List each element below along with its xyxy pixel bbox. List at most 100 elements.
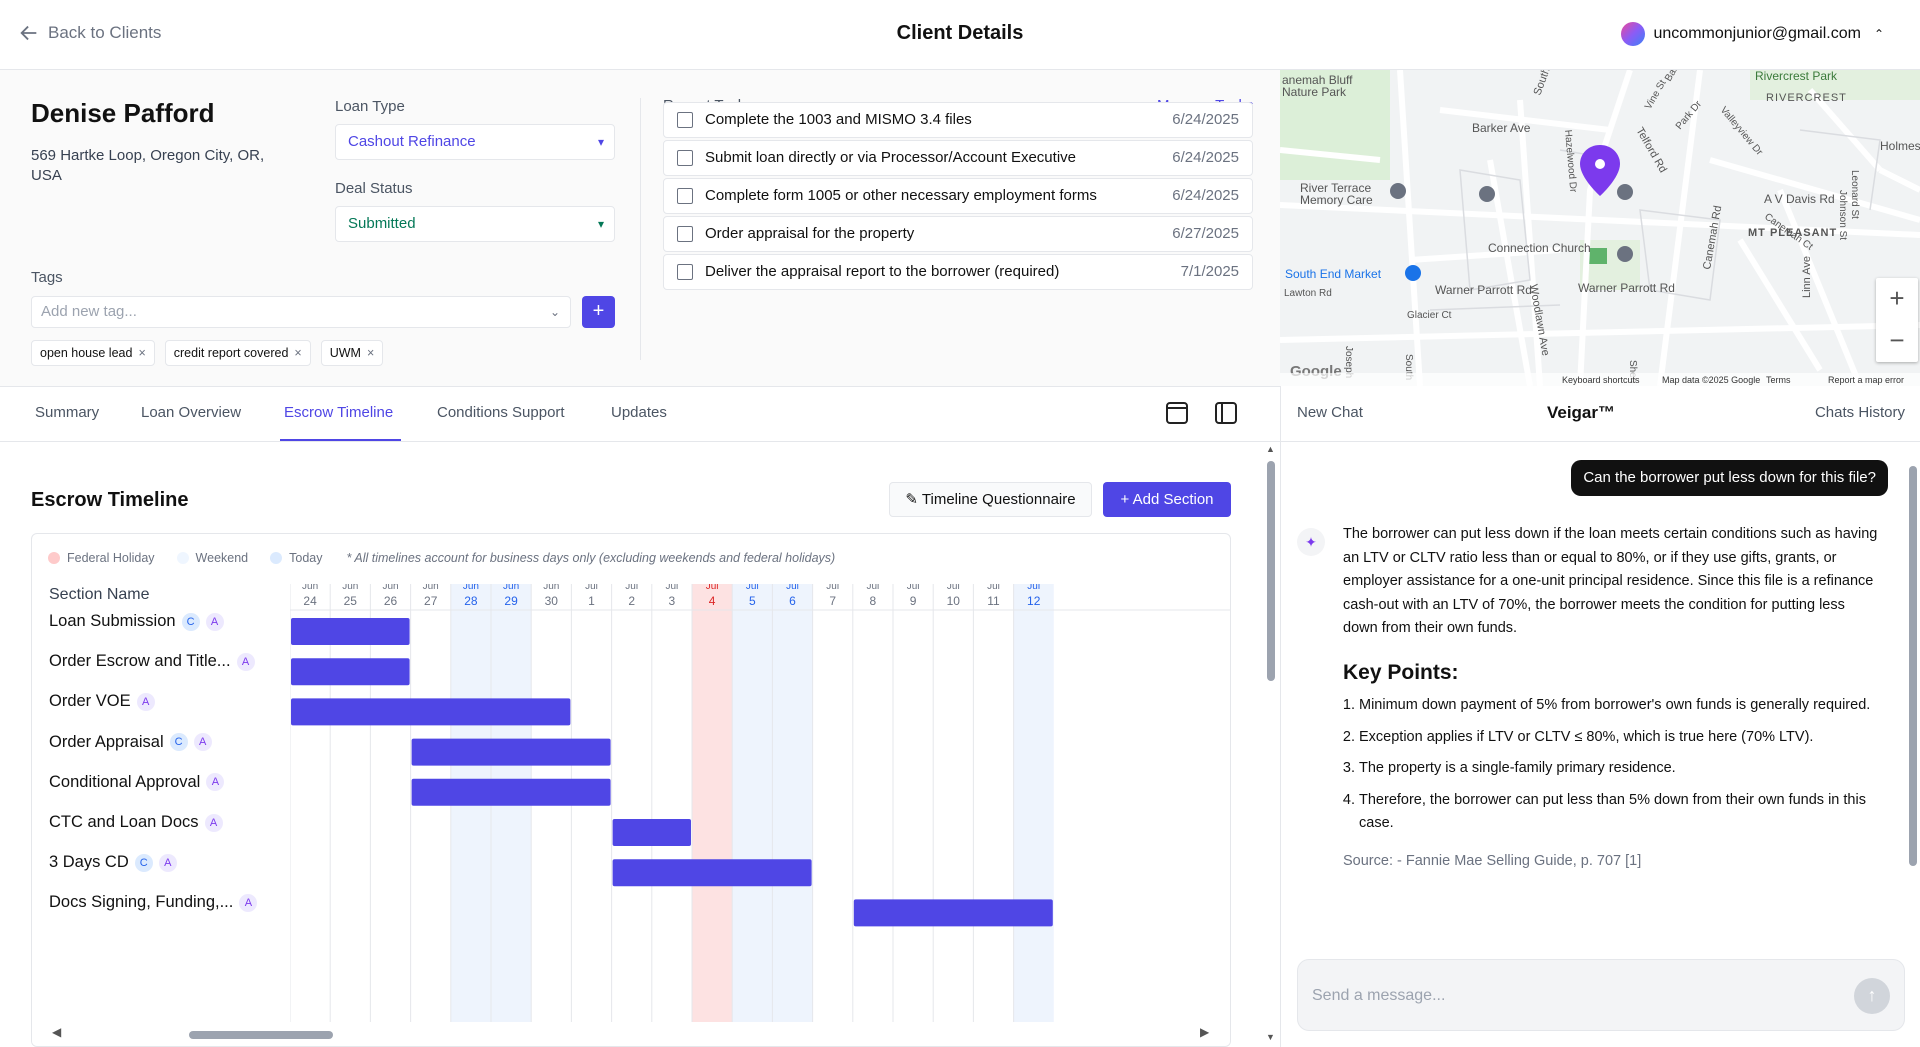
tick-month: Jun: [342, 584, 358, 592]
task-row[interactable]: Order appraisal for the property 6/27/202…: [663, 216, 1253, 252]
section-badge: A: [236, 652, 255, 671]
task-row[interactable]: Deliver the appraisal report to the borr…: [663, 254, 1253, 290]
task-checkbox[interactable]: [677, 112, 693, 128]
section-row-label[interactable]: Loan Submission C A: [49, 612, 224, 631]
map-label: Nature Park: [1282, 85, 1347, 99]
chat-scrollbar[interactable]: [1906, 456, 1920, 976]
remove-tag-icon[interactable]: ×: [294, 346, 302, 360]
task-date: 6/24/2025: [1172, 187, 1239, 204]
tick-month: Jul: [1027, 584, 1040, 592]
section-badge: A: [205, 612, 224, 631]
message-input[interactable]: [1312, 984, 1832, 1008]
gantt-bar: [411, 738, 611, 766]
tick-day: 12: [1027, 594, 1041, 608]
tab-loan-overview[interactable]: Loan Overview: [141, 404, 242, 421]
task-checkbox[interactable]: [677, 264, 693, 280]
section-badge: A: [193, 733, 212, 752]
map-label: Leonard St: [1849, 170, 1860, 219]
task-row[interactable]: Submit loan directly or via Processor/Ac…: [663, 140, 1253, 176]
scroll-thumb[interactable]: [1267, 461, 1275, 681]
task-row[interactable]: Complete form 1005 or other necessary em…: [663, 178, 1253, 214]
gantt-bar: [411, 778, 611, 806]
send-button[interactable]: ↑: [1854, 978, 1890, 1014]
vertical-scrollbar[interactable]: ▲ ▼: [1262, 444, 1280, 1047]
add-tag-button[interactable]: +: [582, 296, 615, 328]
user-menu[interactable]: uncommonjunior@gmail.com ⌃: [1620, 22, 1884, 46]
tab-updates[interactable]: Updates: [611, 404, 667, 421]
section-row-label[interactable]: Order Appraisal C A: [49, 733, 212, 752]
tab-bar: Summary Loan Overview Escrow Timeline Co…: [0, 386, 1280, 442]
map-canvas: anemah Bluff Nature Park Rivercrest Park…: [1280, 70, 1920, 386]
new-chat-button[interactable]: New Chat: [1297, 404, 1363, 421]
tag-input[interactable]: Add new tag... ⌄: [31, 296, 571, 328]
map-poi-icons: [1390, 183, 1633, 281]
tick-month: Jul: [625, 584, 638, 592]
add-section-label: Add Section: [1132, 491, 1214, 508]
tick-day: 11: [987, 594, 1000, 608]
task-checkbox[interactable]: [677, 188, 693, 204]
map-label: RIVERCREST: [1766, 92, 1847, 104]
scroll-down-icon[interactable]: ▼: [1266, 1032, 1275, 1042]
section-name-header: Section Name: [49, 586, 150, 603]
zoom-out-button[interactable]: −: [1889, 325, 1905, 355]
pencil-icon: ✎: [905, 491, 918, 508]
tick-day: 3: [669, 594, 676, 608]
tick-day: 2: [628, 594, 635, 608]
scroll-right-icon[interactable]: ▶: [1200, 1025, 1210, 1039]
task-row[interactable]: Complete the 1003 and MISMO 3.4 files 6/2…: [663, 102, 1253, 138]
section-row-label[interactable]: 3 Days CD C A: [49, 853, 177, 872]
gantt-chart: Federal Holiday Weekend Today * All time…: [31, 533, 1231, 1047]
section-row-label[interactable]: Order VOE A: [49, 692, 155, 711]
section-row-label[interactable]: Docs Signing, Funding,... A: [49, 893, 258, 912]
section-row-label[interactable]: Order Escrow and Title... A: [49, 652, 255, 671]
list-item: Exception applies if LTV or CLTV ≤ 80%, …: [1359, 726, 1883, 750]
legend-dot: [270, 552, 283, 564]
tab-escrow-timeline[interactable]: Escrow Timeline: [284, 404, 394, 421]
tab-summary[interactable]: Summary: [35, 404, 100, 421]
tick-month: Jul: [706, 584, 719, 592]
legend-item-weekend: Weekend: [176, 551, 249, 565]
back-to-clients-link[interactable]: Back to Clients: [18, 22, 161, 44]
scroll-left-icon[interactable]: ◀: [52, 1025, 62, 1039]
scroll-thumb[interactable]: [1909, 466, 1917, 866]
section-row-label[interactable]: Conditional Approval A: [49, 773, 225, 792]
task-checkbox[interactable]: [677, 226, 693, 242]
tick-month: Jun: [463, 584, 479, 592]
add-section-button[interactable]: + Add Section: [1103, 482, 1231, 517]
plus-icon: +: [1120, 491, 1130, 508]
tick-day: 1: [588, 594, 595, 608]
legend-label: Federal Holiday: [67, 551, 155, 565]
map[interactable]: anemah Bluff Nature Park Rivercrest Park…: [1280, 70, 1920, 386]
chats-history-button[interactable]: Chats History: [1814, 404, 1905, 421]
arrow-up-icon: ↑: [1867, 985, 1877, 1005]
horizontal-scrollbar[interactable]: ◀ ▶: [32, 1022, 1230, 1046]
remove-tag-icon[interactable]: ×: [138, 346, 146, 360]
legend-item-holiday: Federal Holiday: [48, 551, 155, 565]
section-row-label[interactable]: CTC and Loan Docs A: [49, 813, 223, 832]
scroll-thumb[interactable]: [189, 1031, 333, 1039]
map-label: Glacier Ct: [1407, 310, 1452, 321]
task-date: 6/24/2025: [1172, 111, 1239, 128]
panel-top-icon[interactable]: [1166, 402, 1188, 424]
section-name: Order Escrow and Title...: [49, 652, 231, 671]
tab-conditions-support[interactable]: Conditions Support: [437, 404, 565, 421]
gantt-bar: [612, 819, 691, 846]
zoom-in-button[interactable]: +: [1889, 283, 1905, 313]
chevron-down-icon: ⌄: [549, 305, 560, 319]
tick-month: Jul: [826, 584, 839, 592]
remove-tag-icon[interactable]: ×: [366, 346, 375, 360]
map-footer: Terms: [1766, 375, 1791, 385]
page-title: Client Details: [896, 22, 1024, 44]
map-label: Barker Ave: [1472, 121, 1531, 135]
legend-label: Weekend: [195, 551, 249, 565]
map-label: Connection Church: [1488, 241, 1591, 255]
gantt-bar: [612, 859, 812, 887]
tick-day: 29: [504, 594, 518, 608]
task-checkbox[interactable]: [677, 150, 693, 166]
deal-status-select[interactable]: Submitted ▾: [335, 206, 615, 242]
tick-month: Jul: [867, 584, 880, 592]
timeline-questionnaire-button[interactable]: ✎ Timeline Questionnaire: [889, 482, 1092, 517]
panel-split-icon[interactable]: [1215, 402, 1237, 424]
scroll-up-icon[interactable]: ▲: [1266, 444, 1275, 454]
loan-type-select[interactable]: Cashout Refinance ▾: [335, 124, 615, 160]
